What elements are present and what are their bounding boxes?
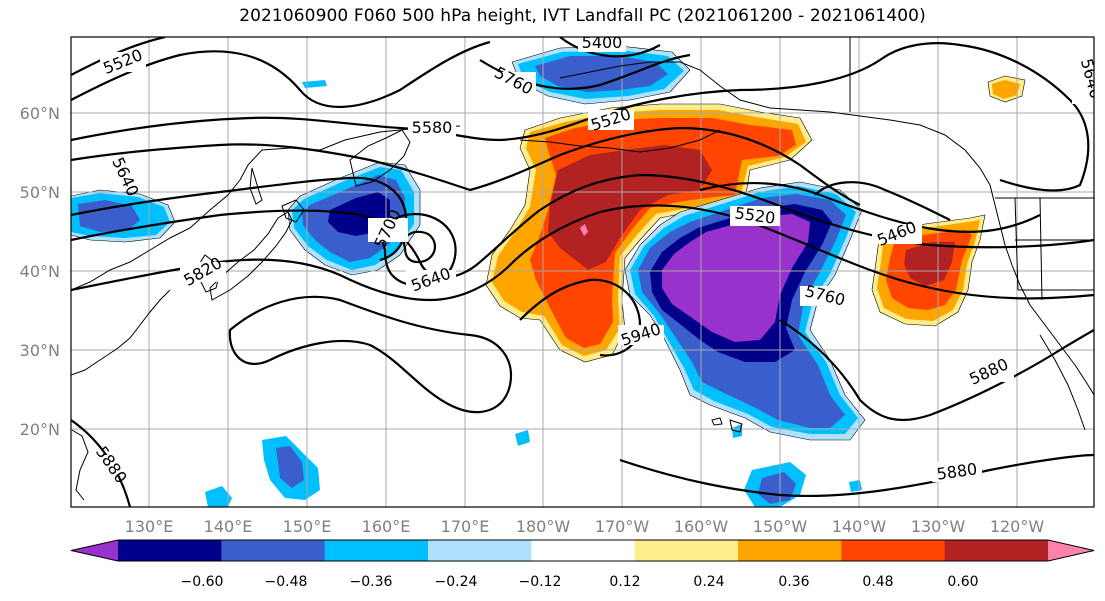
colorbar-segment [324,540,429,561]
lon-label: 150°E [283,517,332,536]
map-content: 5520 5400 5760 5520 5580 5640 [71,33,1094,507]
coast-hawaii [711,417,743,433]
pos-region-central-l5 [580,224,588,236]
pos-region-alaska-l2 [992,80,1020,99]
contour-5520-east-low [699,181,1041,233]
contour-closed-low [402,230,437,264]
contour-labels: 5520 5400 5760 5520 5580 5640 [88,33,1094,487]
contour-label: 5520 [730,203,780,228]
contour-5820 [71,204,1094,302]
neg-region-bering-l3 [535,56,668,92]
colorbar-segments [70,539,1095,562]
coast-asia-mainland [71,125,461,291]
colorbar: −0.60 −0.48 −0.36 −0.24 −0.12 0.12 0.24 … [70,539,1095,590]
pos-region-pnw-l4 [904,242,955,286]
colorbar-segment [531,540,636,561]
contour-label: 5880 [932,459,982,484]
colorbar-ticks: −0.60 −0.48 −0.36 −0.24 −0.12 0.12 0.24 … [181,574,979,590]
lon-label: 160°W [674,517,729,536]
colorbar-tick-label: 0.36 [778,574,809,590]
svg-text:5580: 5580 [412,118,453,137]
contour-5580 [71,42,1090,192]
contour-5880-south [619,453,1094,498]
colorbar-segment [118,540,222,561]
neg-region-south-4 [515,430,530,446]
colorbar-segment [634,540,739,561]
lon-label: 150°W [753,517,808,536]
neg-region-west-l3 [78,200,140,232]
lon-label: 170°E [441,517,490,536]
lon-label: 180°W [516,517,571,536]
lon-label: 140°E [204,517,253,536]
graticule [71,37,1094,507]
contour-label: 5760 [800,281,850,310]
map-title: 2021060900 F060 500 hPa height, IVT Land… [239,6,926,26]
coast-alaska [559,61,996,206]
coast-baja [1039,334,1086,431]
height-contours [71,37,1094,507]
lon-label: 140°W [832,517,887,536]
colorbar-tick-label: 0.12 [609,574,640,590]
colorbar-tick-label: −0.12 [519,574,562,590]
coast-japan [209,211,293,301]
lat-label: 60°N [20,104,60,123]
colorbar-segment [944,540,1049,561]
contour-label: 5400 [578,33,626,52]
contour-label: 5640 [1072,56,1094,104]
colorbar-outline [70,539,1095,562]
lon-label: 120°W [990,517,1045,536]
colorbar-extend-max [1048,540,1094,561]
lon-label: 160°E [362,517,411,536]
coast-china-east [71,289,171,376]
border-states-1 [1014,197,1094,301]
neg-region-south-3 [205,486,232,507]
longitude-labels: 130°E 140°E 150°E 160°E 170°E 180°W 170°… [125,517,1045,536]
contour-5460 [814,181,951,221]
neg-region-south-1-inner [276,446,304,488]
lat-label: 40°N [20,262,60,281]
coast-sakhalin [249,167,263,205]
colorbar-tick-label: −0.60 [181,574,224,590]
latitude-labels: 60°N 50°N 40°N 30°N 20°N [20,104,60,439]
colorbar-tick-label: −0.24 [435,574,478,590]
svg-text:5400: 5400 [582,33,623,52]
contour-5400 [559,37,661,58]
contour-5760 [71,173,1094,279]
colorbar-segment [221,540,326,561]
colorbar-tick-label: 0.60 [947,574,978,590]
colorbar-tick-label: −0.36 [350,574,393,590]
neg-region-south-5 [849,480,862,492]
colorbar-extend-min [71,540,118,561]
colorbar-segment [428,540,532,561]
colorbar-tick-label: −0.48 [265,574,308,590]
neg-region-south-6 [302,80,327,88]
colorbar-segment [738,540,842,561]
lon-label: 170°W [595,517,650,536]
coast-philippines [71,429,89,501]
neg-region-east-l5 [662,214,810,342]
colorbar-tick-label: 0.24 [693,574,724,590]
contour-label: 5580 [408,118,456,138]
colorbar-tick-label: 0.48 [862,574,893,590]
contour-5880-east [779,319,1094,422]
contour-5880-main [228,295,513,414]
lon-label: 130°W [911,517,966,536]
map-frame [70,36,1095,508]
contour-5940 [519,278,642,357]
coast-north-america [994,204,1094,396]
contour-5640 [71,126,861,206]
lat-label: 50°N [20,183,60,202]
positive-ivt-shading [485,75,1026,363]
coast-hokkaido [281,199,305,223]
coast-kamchatka [349,129,411,187]
lon-label: 130°E [125,517,174,536]
lat-label: 30°N [20,341,60,360]
lat-label: 20°N [20,420,60,439]
contour-closed-low-outer [381,212,457,287]
coast-aleutians [519,129,721,153]
contour-label: 5640 [102,154,148,199]
colorbar-segment [841,540,946,561]
